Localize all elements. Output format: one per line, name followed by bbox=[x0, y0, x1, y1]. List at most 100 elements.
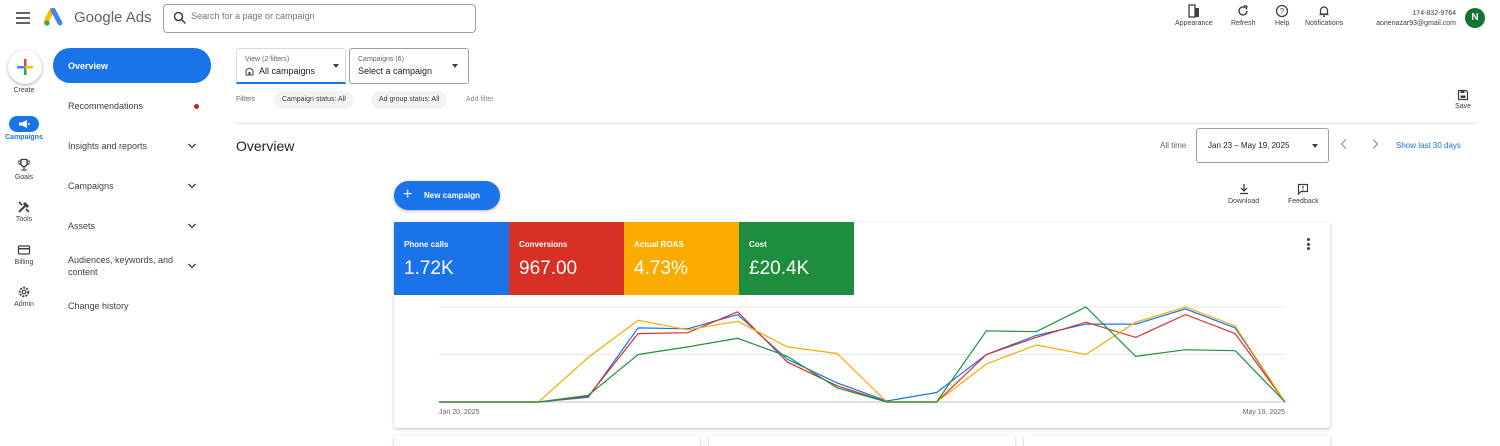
view-value: All campaigns bbox=[259, 66, 316, 76]
metric-value: £20.4K bbox=[749, 258, 810, 279]
refresh-icon bbox=[1238, 4, 1249, 16]
nav-label-assets: Assets bbox=[68, 221, 96, 231]
appearance-button[interactable]: Appearance bbox=[1175, 4, 1213, 27]
rail-label-goals: Goals bbox=[14, 174, 34, 181]
dropdown-caret-icon bbox=[333, 64, 339, 68]
account-email: aonenazar93@gmail.com bbox=[1376, 20, 1456, 27]
megaphone-icon bbox=[19, 120, 30, 128]
nav-label-overview: Overview bbox=[68, 60, 109, 71]
nav-label-insights: Insights and reports bbox=[68, 141, 148, 151]
rail-item-campaigns[interactable]: Campaigns bbox=[0, 116, 48, 141]
appearance-icon bbox=[1188, 4, 1199, 18]
create-label: Create bbox=[13, 87, 35, 94]
nav-item-recommendations[interactable]: Recommendations bbox=[53, 100, 211, 112]
view-filter-count: View (2 filters) bbox=[245, 56, 290, 63]
series-line-1 bbox=[439, 311, 1286, 403]
rail-item-admin[interactable]: Admin bbox=[0, 285, 48, 308]
help-icon: ? bbox=[1276, 4, 1289, 18]
nav-item-insights[interactable]: Insights and reports bbox=[53, 140, 211, 152]
page-title: Overview bbox=[236, 138, 295, 154]
chevron-down-icon bbox=[188, 223, 196, 229]
series-line-0 bbox=[439, 308, 1286, 403]
chevron-right-icon[interactable] bbox=[1370, 138, 1380, 150]
nav-item-assets[interactable]: Assets bbox=[53, 220, 211, 232]
plus-icon bbox=[17, 59, 33, 75]
rail-label-billing: Billing bbox=[14, 259, 34, 266]
nav-item-change-history[interactable]: Change history bbox=[53, 300, 211, 312]
nav-label-campaigns: Campaigns bbox=[68, 181, 114, 191]
rail-item-billing[interactable]: Billing bbox=[0, 243, 48, 266]
rail-item-goals[interactable]: Goals bbox=[0, 158, 48, 181]
performance-card: Phone calls 1.72K Conversions 967.00 Act… bbox=[394, 222, 1330, 428]
rail-item-tools[interactable]: Tools bbox=[0, 200, 48, 223]
notification-dot bbox=[194, 103, 199, 109]
campaign-count: Campaigns (6) bbox=[358, 56, 404, 63]
metric-tile-actual-roas[interactable]: Actual ROAS 4.73% bbox=[624, 222, 739, 295]
nav-item-overview[interactable]: Overview bbox=[53, 48, 211, 83]
nav-item-campaigns[interactable]: Campaigns bbox=[53, 180, 211, 192]
all-time-label: All time bbox=[1160, 141, 1187, 150]
new-campaign-button[interactable]: + New campaign bbox=[394, 181, 500, 210]
x-axis-end-label: May 19, 2025 bbox=[1243, 409, 1286, 416]
account-info[interactable]: 174-832-9764 aonenazar93@gmail.com bbox=[1376, 9, 1456, 29]
nav-label-recommendations: Recommendations bbox=[68, 101, 144, 111]
x-axis-start-label: Jan 20, 2025 bbox=[439, 409, 480, 416]
menu-icon[interactable] bbox=[16, 12, 30, 24]
top-bar: Google Ads Appearance Refresh ? Help Not… bbox=[0, 0, 1500, 38]
refresh-label: Refresh bbox=[1231, 20, 1256, 27]
filter-chip-campaign-status[interactable]: Campaign status: All bbox=[274, 91, 354, 109]
left-rail: Create Campaigns Goals Tools Billing Adm… bbox=[0, 38, 48, 443]
download-icon bbox=[1239, 184, 1248, 195]
rail-label-campaigns: Campaigns bbox=[5, 134, 43, 141]
dropdown-caret-icon bbox=[452, 64, 458, 68]
appearance-label: Appearance bbox=[1175, 20, 1213, 27]
search-bar[interactable] bbox=[163, 4, 476, 33]
summary-card bbox=[394, 436, 700, 446]
date-range-picker[interactable]: Jan 23 – May 19, 2025 bbox=[1196, 128, 1329, 163]
summary-card bbox=[1024, 436, 1330, 446]
line-chart: Jan 20, 2025 May 19, 2025 bbox=[439, 306, 1286, 416]
filter-chip-ad-group-status[interactable]: Ad group status: All bbox=[371, 91, 448, 109]
trophy-icon bbox=[18, 158, 30, 171]
credit-card-icon bbox=[17, 245, 31, 255]
chevron-left-icon[interactable] bbox=[1339, 138, 1349, 150]
metric-name: Conversions bbox=[519, 240, 568, 249]
svg-text:?: ? bbox=[1280, 7, 1285, 16]
save-button[interactable]: Save bbox=[1453, 89, 1473, 110]
feedback-label: Feedback bbox=[1288, 198, 1319, 205]
search-input[interactable] bbox=[191, 11, 461, 21]
product-name: Google Ads bbox=[74, 9, 152, 26]
metric-value: 4.73% bbox=[634, 258, 688, 279]
rail-label-admin: Admin bbox=[14, 301, 34, 308]
date-range-value: Jan 23 – May 19, 2025 bbox=[1208, 141, 1290, 150]
campaign-selector[interactable]: Campaigns (6) Select a campaign bbox=[349, 48, 469, 84]
metric-tile-conversions[interactable]: Conversions 967.00 bbox=[509, 222, 624, 295]
plus-icon: + bbox=[403, 186, 413, 203]
show-last-30-days-link[interactable]: Show last 30 days bbox=[1396, 141, 1461, 150]
help-label: Help bbox=[1275, 20, 1290, 27]
metric-tile-cost[interactable]: Cost £20.4K bbox=[739, 222, 854, 295]
download-button[interactable]: Download bbox=[1228, 183, 1259, 205]
rail-label-tools: Tools bbox=[15, 216, 33, 223]
metric-tile-phone-calls[interactable]: Phone calls 1.72K bbox=[394, 222, 509, 295]
series-line-2 bbox=[439, 306, 1286, 403]
search-icon bbox=[173, 11, 187, 25]
nav-item-audiences[interactable]: Audiences, keywords, and content bbox=[53, 253, 211, 279]
create-button[interactable] bbox=[8, 50, 42, 84]
chevron-down-icon bbox=[188, 143, 196, 149]
divider bbox=[236, 123, 1476, 124]
new-campaign-label: New campaign bbox=[424, 191, 481, 200]
more-options-icon[interactable] bbox=[1307, 238, 1311, 252]
avatar[interactable]: N bbox=[1465, 8, 1485, 28]
feedback-button[interactable]: Feedback bbox=[1288, 183, 1319, 205]
feedback-icon bbox=[1298, 183, 1309, 195]
notifications-button[interactable]: Notifications bbox=[1305, 4, 1343, 27]
account-id: 174-832-9764 bbox=[1412, 10, 1456, 17]
refresh-button[interactable]: Refresh bbox=[1231, 4, 1256, 27]
help-button[interactable]: ? Help bbox=[1275, 4, 1289, 27]
series-line-3 bbox=[439, 306, 1286, 403]
add-filter-button[interactable]: Add filter bbox=[466, 96, 494, 103]
summary-card bbox=[709, 436, 1015, 446]
download-label: Download bbox=[1228, 198, 1260, 205]
view-selector[interactable]: View (2 filters) All campaigns bbox=[236, 48, 346, 84]
